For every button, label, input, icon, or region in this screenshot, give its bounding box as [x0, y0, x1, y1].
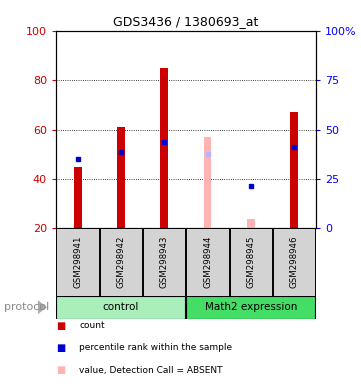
Text: control: control — [103, 302, 139, 312]
Bar — [160, 68, 168, 228]
Text: protocol: protocol — [4, 302, 49, 312]
Text: value, Detection Call = ABSENT: value, Detection Call = ABSENT — [79, 366, 223, 375]
Bar — [186, 296, 316, 319]
Text: GSM298946: GSM298946 — [290, 236, 299, 288]
Text: ■: ■ — [56, 343, 65, 353]
Text: GSM298945: GSM298945 — [247, 236, 255, 288]
Bar — [74, 167, 82, 228]
Bar — [56, 228, 99, 296]
Bar — [230, 228, 272, 296]
Text: count: count — [79, 321, 105, 330]
Bar — [117, 127, 125, 228]
Polygon shape — [38, 300, 47, 314]
Text: percentile rank within the sample: percentile rank within the sample — [79, 343, 232, 353]
Title: GDS3436 / 1380693_at: GDS3436 / 1380693_at — [113, 15, 258, 28]
Text: Math2 expression: Math2 expression — [205, 302, 297, 312]
Bar — [186, 228, 229, 296]
Bar — [204, 137, 212, 228]
Text: GSM298944: GSM298944 — [203, 236, 212, 288]
Text: GSM298941: GSM298941 — [73, 236, 82, 288]
Bar — [290, 112, 298, 228]
Bar — [247, 218, 255, 228]
Text: GSM298943: GSM298943 — [160, 236, 169, 288]
Bar — [273, 228, 316, 296]
Text: ■: ■ — [56, 321, 65, 331]
Bar — [56, 296, 186, 319]
Bar — [143, 228, 186, 296]
Text: ■: ■ — [56, 365, 65, 375]
Text: GSM298942: GSM298942 — [117, 236, 125, 288]
Bar — [100, 228, 142, 296]
